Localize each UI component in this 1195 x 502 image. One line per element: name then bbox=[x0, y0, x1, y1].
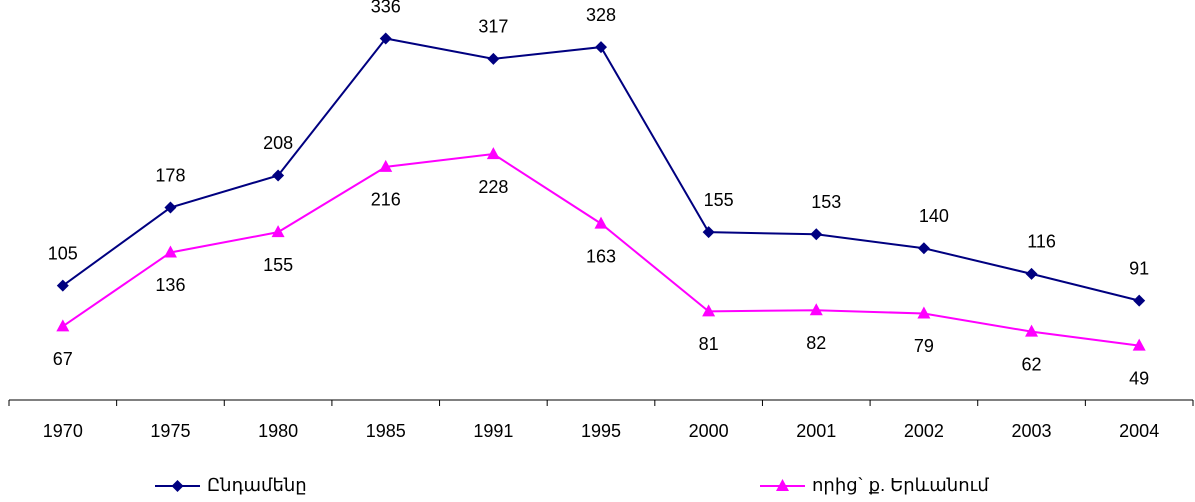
x-tick-label: 2001 bbox=[796, 421, 836, 441]
data-label: 82 bbox=[806, 333, 826, 353]
marker bbox=[1133, 294, 1146, 307]
legend-label: որից` ք. Երևանում bbox=[812, 475, 989, 495]
data-label: 178 bbox=[155, 165, 185, 185]
x-tick-label: 2004 bbox=[1119, 421, 1159, 441]
data-label: 79 bbox=[914, 336, 934, 356]
marker bbox=[171, 480, 184, 492]
marker bbox=[917, 306, 931, 319]
marker bbox=[776, 479, 789, 491]
marker bbox=[164, 201, 177, 214]
x-tick-label: 1985 bbox=[366, 421, 406, 441]
data-label: 228 bbox=[478, 177, 508, 197]
data-label: 91 bbox=[1129, 258, 1149, 278]
marker bbox=[379, 159, 393, 172]
x-tick-label: 1970 bbox=[43, 421, 83, 441]
data-label: 155 bbox=[263, 255, 293, 275]
data-label: 153 bbox=[811, 192, 841, 212]
marker bbox=[809, 303, 823, 316]
data-label: 208 bbox=[263, 133, 293, 153]
data-label: 317 bbox=[478, 17, 508, 37]
data-label: 116 bbox=[1027, 232, 1056, 252]
data-label: 140 bbox=[919, 206, 949, 226]
marker bbox=[1025, 267, 1038, 280]
marker bbox=[702, 304, 716, 317]
x-tick-label: 2002 bbox=[904, 421, 944, 441]
marker bbox=[595, 41, 607, 54]
data-label: 62 bbox=[1022, 354, 1042, 374]
data-label: 163 bbox=[586, 246, 616, 266]
marker bbox=[56, 319, 70, 332]
marker bbox=[271, 225, 285, 238]
x-tick-label: 1980 bbox=[258, 421, 298, 441]
x-tick-label: 1991 bbox=[473, 421, 513, 441]
x-tick-label: 1975 bbox=[150, 421, 190, 441]
marker bbox=[487, 52, 500, 65]
legend-label: Ընդամենը bbox=[207, 475, 307, 495]
marker bbox=[163, 245, 177, 258]
data-label: 105 bbox=[48, 243, 78, 263]
data-label: 328 bbox=[586, 5, 616, 25]
marker bbox=[1025, 324, 1039, 337]
marker bbox=[56, 279, 69, 292]
marker bbox=[702, 226, 715, 239]
x-tick-label: 2000 bbox=[689, 421, 729, 441]
data-label: 49 bbox=[1129, 368, 1149, 388]
marker bbox=[486, 147, 500, 160]
marker bbox=[810, 228, 823, 241]
data-label: 136 bbox=[155, 275, 185, 295]
data-label: 336 bbox=[371, 0, 401, 16]
data-label: 67 bbox=[53, 349, 73, 369]
marker bbox=[917, 242, 930, 255]
x-tick-label: 1995 bbox=[581, 421, 621, 441]
marker bbox=[1132, 338, 1146, 351]
data-label: 216 bbox=[371, 190, 401, 210]
marker bbox=[272, 169, 285, 182]
data-label: 81 bbox=[699, 334, 719, 354]
x-tick-label: 2003 bbox=[1012, 421, 1052, 441]
marker bbox=[594, 216, 608, 229]
data-label: 155 bbox=[704, 190, 734, 210]
marker bbox=[379, 32, 392, 45]
